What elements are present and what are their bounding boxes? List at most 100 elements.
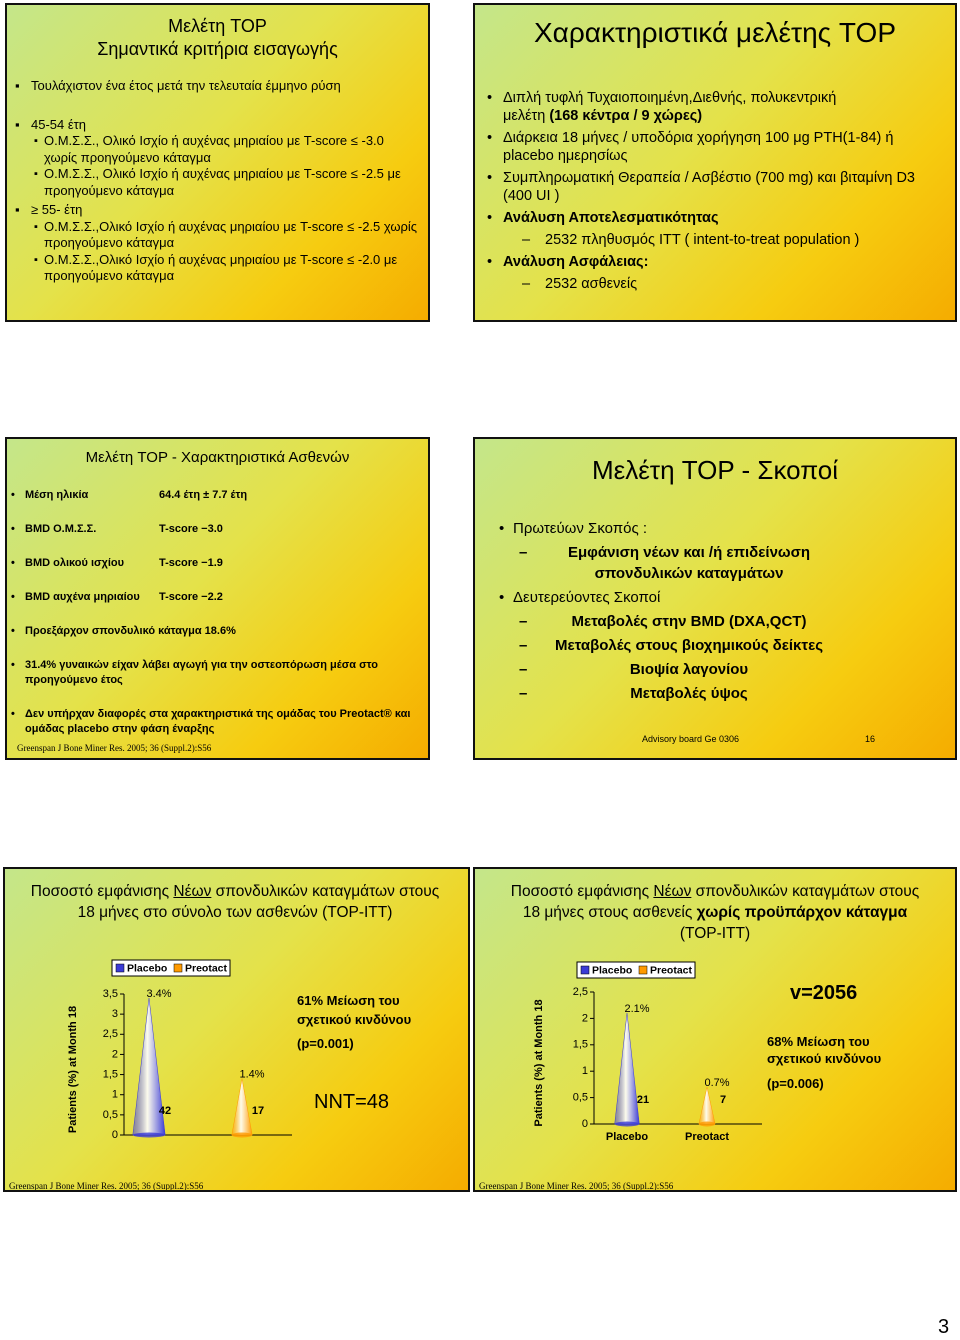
cone-base (231, 1132, 253, 1138)
y-tick-label: 1 (112, 1089, 118, 1101)
slide-title: Μελέτη TOP - Σκοποί (591, 455, 839, 485)
y-tick-label: 1 (582, 1065, 588, 1077)
legend-swatch (580, 965, 590, 975)
item-detail: T-score −2.2 (159, 591, 223, 603)
item-text: 2532 πληθυσμός ITT ( intent-to-treat pop… (545, 232, 860, 248)
bullet-item: Ο.Μ.Σ.Σ.,Ολικό Ισχίο ή αυχένας μηριαίου … (7, 219, 419, 252)
bullet-item: Διπλή τυφλή Τυχαιοποιημένη,Διεθνής, πολυ… (475, 89, 915, 125)
bullet-item: Μεταβολές στους βιοχημικούς δείκτες (475, 635, 875, 656)
legend-label: Preotact (185, 962, 228, 974)
legend-swatch (115, 963, 125, 973)
cone-base (614, 1121, 640, 1127)
slide: Χαρακτηριστικά μελέτης TOP Διπλή τυφλή Τυ… (473, 3, 957, 322)
annotation: 68% Μείωση του σχετικού κινδύνου (767, 1034, 882, 1066)
bullet-item: 2532 ασθενείς (475, 275, 915, 293)
slide-title: Ποσοστό εμφάνισης Νέων σπονδυλικών καταγ… (25, 881, 445, 923)
value-label: 1.4% (239, 1069, 264, 1081)
title-segment: χωρίς προϋπάρχον κάταγμα (696, 904, 908, 921)
item-text: Συμπληρωματική Θεραπεία / Ασβέστιο (700 … (503, 170, 915, 204)
item-text: 2532 ασθενείς (545, 276, 638, 292)
item-detail: 64.4 έτη ± 7.7 έτη (159, 489, 248, 501)
annotation: 61% Μείωση του σχετικού κινδύνου (297, 993, 412, 1027)
source: Greenspan J Bone Miner Res. 2005; 36 (Su… (17, 743, 212, 753)
item-label: BMD Ο.Μ.Σ.Σ. (25, 523, 97, 535)
title-segment: Νέων (653, 883, 692, 900)
bullet-item: Ανάλυση Ασφάλειας: (475, 253, 915, 271)
y-tick-label: 1,5 (103, 1068, 118, 1080)
chart: 0 0,5 1 1,5 2 2,5 Patients (%) at Month 18 Plac… (533, 961, 762, 1143)
slide: Μελέτη TOP - Σκοποί Πρωτεύων Σκοπός : Εμφά… (473, 437, 957, 760)
y-tick-label: 0,5 (573, 1092, 588, 1104)
slide-number: 16 (865, 734, 876, 744)
bullet-item: Διάρκεια 18 μήνες / υποδόρια χορήγηση 10… (475, 129, 915, 165)
bullet-item: Εμφάνιση νέων και /ή επιδείνωση σπονδυλι… (475, 542, 875, 584)
bullet-item: Δεν υπήρχαν διαφορές στα χαρακτηριστικά … (7, 707, 412, 737)
bullet-item: 31.4% γυναικών είχαν λάβει αγωγή για την… (7, 658, 412, 688)
cone (231, 1078, 253, 1136)
count-label: 17 (252, 1105, 264, 1117)
legend-label: Placebo (592, 964, 632, 976)
legend-swatch (173, 963, 183, 973)
item-text: Διάρκεια 18 μήνες / υποδόρια χορήγηση 10… (503, 130, 894, 164)
bullet-item: BMD Ο.Μ.Σ.Σ. T-score −3.0 (7, 522, 412, 537)
legend-label: Preotact (650, 964, 693, 976)
value-label: 0.7% (704, 1077, 729, 1089)
x-tick-label: Preotact (685, 1131, 729, 1143)
source: Greenspan J Bone Miner Res. 2005; 36 (Su… (479, 1181, 674, 1191)
annotation: (p=0.006) (767, 1076, 824, 1091)
bullet-list: Τουλάχιστον ένα έτος μετά την τελευταία … (7, 75, 419, 285)
x-tick-label: Placebo (606, 1131, 648, 1143)
item-detail: T-score −1.9 (159, 557, 223, 569)
legend-box (111, 959, 231, 977)
item-label: BMD ολικού ισχίου (25, 557, 125, 569)
annotation: NNT=48 (314, 1091, 390, 1113)
bullet-item: BMD ολικού ισχίου T-score −1.9 (7, 556, 412, 571)
y-tick-label: 2 (112, 1048, 118, 1060)
bullet-item: Ο.Μ.Σ.Σ., Ολικό Ισχίο ή αυχένας μηριαίου… (7, 166, 419, 199)
cone-base (132, 1132, 166, 1138)
slide: Μελέτη TOP Σημαντικά κριτήρια εισαγωγής Το… (5, 3, 430, 322)
bullet-item: 2532 πληθυσμός ITT ( intent-to-treat pop… (475, 231, 915, 249)
cone (614, 1013, 640, 1125)
title-segment: Ποσοστό εμφάνισης (30, 883, 174, 900)
bullet-item: BMD αυχένα μηριαίου T-score −2.2 (7, 590, 412, 605)
footer: Advisory board Ge 0306 (642, 734, 740, 744)
y-tick-label: 3,5 (103, 988, 118, 1000)
bullet-item: Τουλάχιστον ένα έτος μετά την τελευταία … (7, 78, 419, 95)
slide: Ποσοστό εμφάνισης Νέων σπονδυλικών καταγ… (473, 867, 957, 1192)
y-tick-label: 0 (582, 1118, 588, 1130)
cone-base (698, 1121, 716, 1127)
slide-title: Μελέτη TOP Σημαντικά κριτήρια εισαγωγής (7, 15, 428, 61)
y-tick-label: 0,5 (103, 1109, 118, 1121)
title-segment: σπονδυλικών καταγμάτων στους 18 μήνες στ… (77, 883, 440, 921)
title-segment: Ποσοστό εμφάνισης (510, 883, 654, 900)
bullet-list: Μέση ηλικία 64.4 έτη ± 7.7 έτη BMD Ο.Μ.Σ.Σ… (7, 488, 412, 756)
bullet-item: Συμπληρωματική Θεραπεία / Ασβέστιο (700 … (475, 169, 915, 205)
count-label: 21 (637, 1094, 649, 1106)
source: Greenspan J Bone Miner Res. 2005; 36 (Su… (9, 1181, 204, 1191)
bullet-item: Ο.Μ.Σ.Σ.,Ολικό Ισχίο ή αυχένας μηριαίου … (7, 252, 419, 285)
bullet-item: Πρωτεύων Σκοπός : (475, 518, 875, 539)
y-axis-label: Patients (%) at Month 18 (533, 999, 545, 1126)
y-tick-label: 2 (582, 1012, 588, 1024)
count-label: 7 (720, 1094, 726, 1106)
title-segment: σπονδυλικών καταγμάτων στους 18 μήνες στ… (522, 883, 920, 921)
slide-title: Ποσοστό εμφάνισης Νέων σπονδυλικών καταγ… (505, 881, 925, 944)
y-tick-label: 1,5 (573, 1039, 588, 1051)
bullet-item: Μέση ηλικία 64.4 έτη ± 7.7 έτη (7, 488, 412, 503)
slide-title: Χαρακτηριστικά μελέτης TOP (533, 17, 896, 48)
annotation: (p=0.001) (297, 1036, 354, 1051)
bullet-item: Δευτερεύοντες Σκοποί (475, 587, 875, 608)
item-label: Δεν υπήρχαν διαφορές στα χαρακτηριστικά … (25, 708, 411, 735)
legend-box (576, 961, 696, 979)
title-line: Μελέτη TOP (168, 16, 267, 36)
y-tick-label: 0 (112, 1129, 118, 1141)
bullet-item: Ο.Μ.Σ.Σ., Ολικό Ισχίο ή αυχένας μηριαίου… (7, 133, 419, 166)
bullet-item: 45-54 έτη (7, 117, 419, 134)
item-label: Προεξάρχον σπονδυλικό κάταγμα 18.6% (25, 625, 236, 637)
item-label: Μέση ηλικία (25, 489, 89, 501)
bullet-item: Μεταβολές ύψος (475, 683, 875, 704)
y-tick-label: 2,5 (103, 1028, 118, 1040)
count-label: 42 (159, 1105, 171, 1117)
item-detail: T-score −3.0 (159, 523, 223, 535)
